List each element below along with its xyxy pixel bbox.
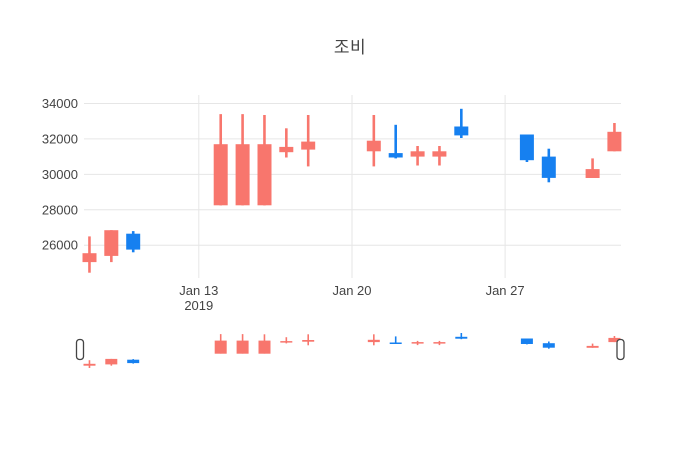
candle-body — [83, 363, 96, 366]
candle-body — [104, 230, 119, 256]
candle-jan-29[interactable] — [541, 148, 556, 183]
candle-body — [213, 144, 228, 206]
candle-body — [127, 359, 140, 364]
x-tick-label: Jan 27 — [486, 283, 525, 298]
candle-body — [541, 156, 556, 178]
y-tick-label: 30000 — [42, 167, 78, 182]
chart-title: 조비 — [333, 38, 367, 57]
candle-mini — [455, 333, 468, 340]
candle-body — [366, 140, 381, 152]
candle-body — [432, 151, 447, 157]
candle-body — [411, 342, 424, 344]
candle-body — [388, 153, 403, 158]
rangeslider[interactable] — [76, 330, 624, 372]
candle-mini — [214, 334, 227, 354]
rangeslider-left-handle[interactable] — [75, 338, 85, 361]
candle-jan-28[interactable] — [519, 134, 534, 163]
candle-body — [520, 338, 533, 344]
candle-body — [585, 169, 600, 178]
candle-body — [433, 342, 446, 344]
x-tick-sublabel: 2019 — [184, 298, 213, 313]
candle-jan-14[interactable] — [213, 114, 228, 206]
candle-mini — [258, 334, 271, 354]
candle-mini — [105, 358, 118, 366]
candle-mini — [280, 337, 293, 344]
candle-mini — [542, 341, 555, 349]
x-tick-label: Jan 20 — [332, 283, 371, 298]
candle-jan-23[interactable] — [410, 146, 425, 166]
candle-body — [608, 337, 621, 343]
candle-body — [214, 340, 227, 354]
candle-jan-31[interactable] — [585, 158, 600, 178]
candle-mini — [433, 340, 446, 346]
candle-body — [301, 141, 316, 150]
candle-body — [257, 144, 272, 206]
candle-body — [126, 233, 141, 250]
candle-body — [519, 134, 534, 161]
candle-mini — [520, 338, 533, 345]
candle-body — [542, 343, 555, 348]
candle-body — [367, 339, 380, 343]
candle-mini — [236, 334, 249, 354]
candle-jan-18[interactable] — [301, 115, 316, 167]
candle-jan-17[interactable] — [279, 128, 294, 158]
candle-body — [280, 341, 293, 343]
candle-mini — [367, 334, 380, 346]
candle-body — [258, 340, 271, 354]
candle-mini — [411, 340, 424, 346]
candle-body — [454, 126, 469, 136]
candle-jan-25[interactable] — [454, 108, 469, 138]
candle-mini — [389, 336, 402, 344]
candle-jan-16[interactable] — [257, 115, 272, 206]
y-tick-label: 26000 — [42, 238, 78, 253]
candle-feb-1[interactable] — [607, 123, 622, 152]
y-tick-label: 32000 — [42, 131, 78, 146]
candle-body — [302, 340, 315, 342]
candle-body — [82, 253, 97, 263]
candle-jan-8[interactable] — [82, 236, 97, 273]
candle-mini — [608, 336, 621, 343]
candle-body — [105, 358, 118, 365]
y-tick-label: 28000 — [42, 202, 78, 217]
candle-body — [279, 146, 294, 153]
candle-body — [235, 144, 250, 206]
candle-jan-15[interactable] — [235, 114, 250, 206]
candle-mini — [83, 360, 96, 368]
x-tick-label: Jan 13 — [179, 283, 218, 298]
rangeslider-right-handle[interactable] — [616, 338, 625, 361]
y-tick-label: 34000 — [42, 96, 78, 111]
candle-body — [607, 131, 622, 152]
candle-jan-24[interactable] — [432, 146, 447, 166]
candle-jan-22[interactable] — [388, 124, 403, 159]
candle-mini — [127, 359, 140, 364]
candle-body — [389, 342, 402, 344]
plot-area[interactable] — [84, 95, 621, 278]
candle-body — [586, 345, 599, 348]
candle-body — [410, 151, 425, 157]
candle-mini — [586, 343, 599, 348]
candle-jan-10[interactable] — [126, 231, 141, 253]
candle-jan-9[interactable] — [104, 230, 119, 263]
candle-mini — [302, 334, 315, 346]
candle-jan-21[interactable] — [366, 115, 381, 167]
candle-body — [236, 340, 249, 354]
candle-body — [455, 336, 468, 339]
